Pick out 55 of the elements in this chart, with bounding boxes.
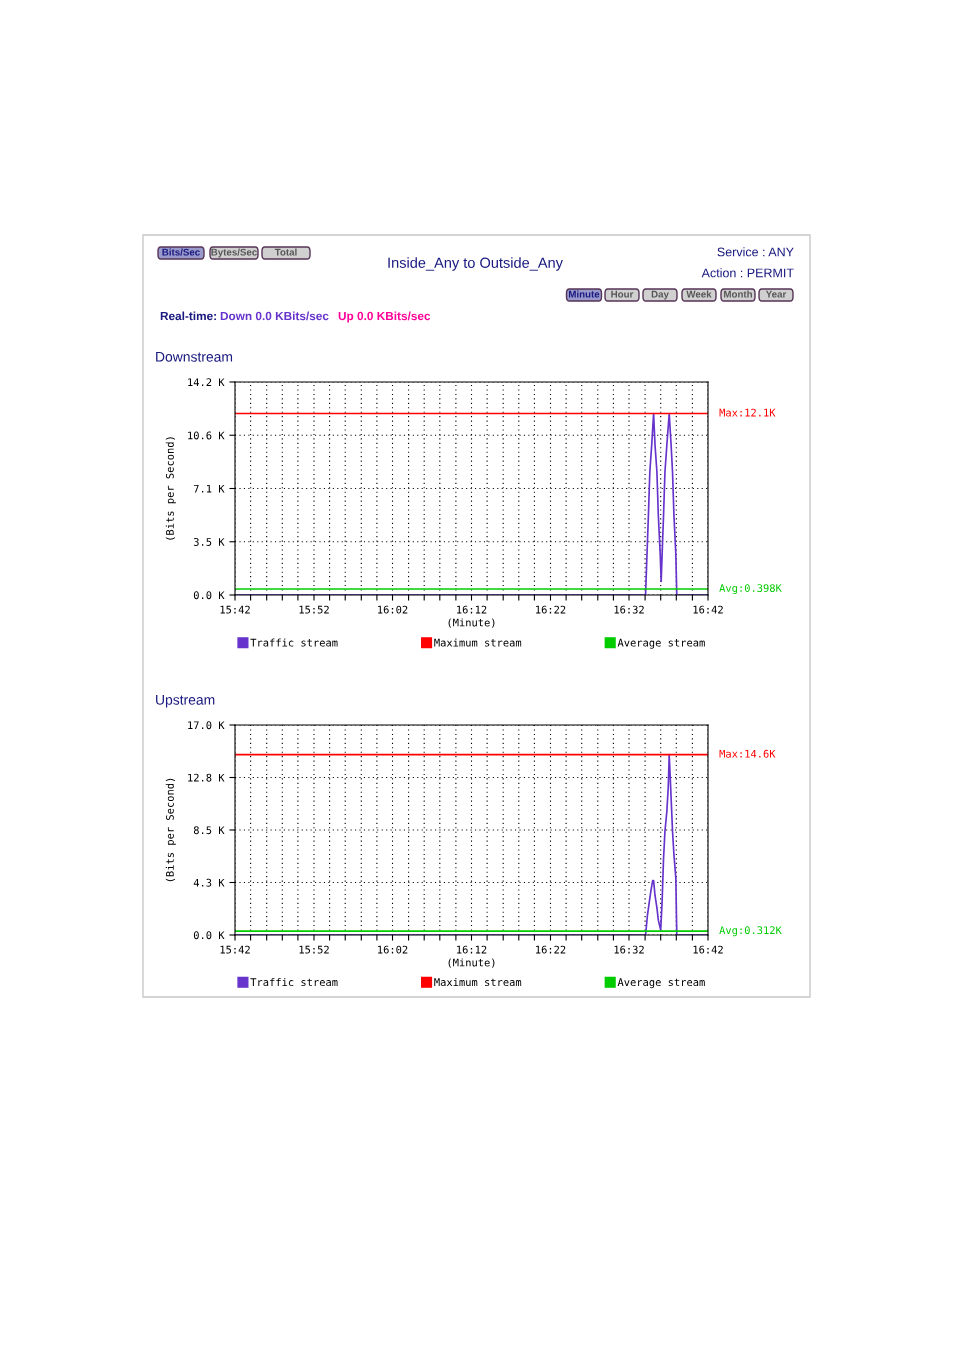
legend-label: Average stream — [617, 638, 705, 649]
chart-title: Upstream — [156, 695, 215, 708]
text: Down 0.0 KBits/sec — [220, 311, 329, 321]
text: Total — [274, 248, 297, 256]
x-tick-label: 16:12 — [457, 605, 487, 614]
x-tick-label: 15:52 — [299, 605, 329, 614]
text: Bits/Sec — [162, 248, 200, 256]
text: Minute — [568, 290, 600, 298]
y-tick-label: 12.8 K — [188, 773, 225, 782]
x-tick-label: 15:42 — [220, 945, 250, 954]
y-tick-label: 3.5 K — [193, 538, 225, 546]
text: Week — [686, 290, 712, 298]
x-tick-label: 15:42 — [220, 605, 250, 614]
text: Bytes/Sec — [211, 248, 257, 258]
x-tick-label: 16:42 — [693, 945, 723, 954]
legend-label: Traffic stream — [250, 638, 338, 647]
x-tick-label: 15:52 — [299, 945, 329, 954]
text: Max:14.6K — [719, 749, 776, 758]
chart-title: Downstream — [156, 352, 233, 362]
y-tick-label: 0.0 K — [193, 931, 225, 940]
text: Max:12.1K — [719, 408, 776, 417]
x-tick-label: 16:22 — [536, 605, 566, 614]
text: Avg:0.312K — [719, 926, 782, 937]
text: Service : ANY — [717, 247, 794, 257]
y-tick-label: 7.1 K — [193, 484, 225, 493]
text: Avg:0.398K — [719, 584, 782, 595]
text: Day — [651, 290, 669, 300]
y-tick-label: 8.5 K — [193, 826, 225, 835]
text: Inside_Any to Outside_Any — [388, 257, 563, 271]
text: Real-time: — [160, 311, 216, 321]
x-tick-label: 16:02 — [378, 605, 408, 614]
y-tick-label: 10.6 K — [188, 431, 225, 440]
x-tick-label: 16:02 — [378, 945, 408, 954]
x-tick-label: 16:32 — [614, 605, 644, 614]
x-tick-label: 16:22 — [536, 945, 566, 954]
text: Month — [724, 290, 752, 298]
text: Action : PERMIT — [701, 268, 794, 278]
x-axis-title: (Minute) — [448, 618, 495, 628]
legend-label: Maximum stream — [434, 978, 522, 987]
text: Up 0.0 KBits/sec — [338, 311, 431, 323]
x-tick-label: 16:32 — [614, 945, 644, 954]
x-tick-label: 16:42 — [693, 605, 723, 614]
y-tick-label: 17.0 K — [188, 721, 225, 730]
text: Hour — [611, 290, 634, 298]
y-tick-label: 14.2 K — [188, 378, 225, 386]
y-axis-title: (Bits per Second) — [165, 437, 176, 540]
y-tick-label: 0.0 K — [193, 591, 225, 600]
legend-label: Maximum stream — [434, 638, 522, 647]
x-axis-title: (Minute) — [448, 958, 495, 968]
y-axis-title: (Bits per Second) — [165, 778, 176, 882]
x-tick-label: 16:12 — [457, 945, 487, 954]
y-tick-label: 4.3 K — [193, 878, 225, 887]
legend-label: Average stream — [617, 978, 705, 989]
text: Year — [765, 290, 787, 298]
legend-label: Traffic stream — [250, 978, 338, 987]
